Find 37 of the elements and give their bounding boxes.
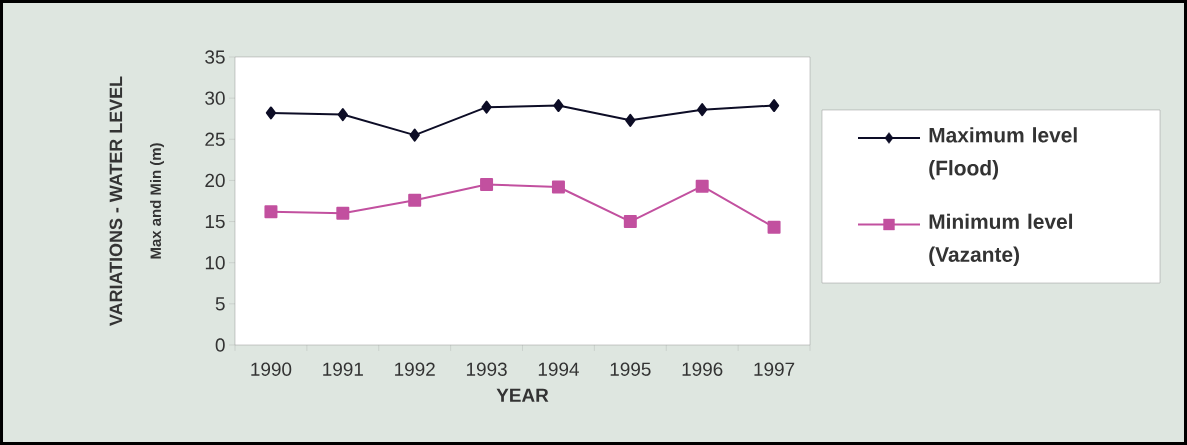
x-tick-label: 1996 — [682, 362, 723, 376]
y-tick-label: 20 — [205, 173, 225, 188]
point — [697, 103, 708, 117]
text: Max and Min (m) — [150, 143, 164, 259]
y-axis-title: VARIATIONS - WATER LEVEL — [109, 76, 123, 326]
x-tick-label: 1991 — [323, 362, 363, 376]
point — [695, 179, 709, 193]
point — [336, 206, 350, 220]
x-tick-label: 1993 — [466, 362, 507, 376]
point — [481, 100, 492, 114]
x-tick-label: 1990 — [251, 362, 292, 376]
legend-label: Minimum level (Vazante) — [929, 213, 1073, 267]
y-tick-label: 25 — [205, 132, 225, 146]
y-tick-label: 0 — [215, 338, 225, 352]
y-tick-label: 35 — [205, 50, 225, 64]
y-tick-label: 30 — [205, 91, 225, 105]
point — [625, 113, 636, 127]
point — [480, 178, 494, 192]
point — [623, 215, 637, 229]
point — [767, 220, 781, 234]
y-tick-label: 10 — [205, 256, 225, 270]
point — [264, 205, 278, 219]
x-tick-label: 1995 — [610, 362, 651, 376]
point — [553, 99, 564, 113]
point — [337, 108, 348, 122]
y-tick-label: 5 — [215, 297, 225, 311]
point — [768, 99, 780, 113]
point — [551, 180, 565, 194]
x-tick-label: 1994 — [538, 362, 579, 376]
y-tick-label: 15 — [205, 214, 225, 229]
x-tick-label: 1992 — [395, 362, 435, 376]
x-axis-title: YEAR — [496, 388, 549, 402]
legend-label: Maximum level (Flood) — [929, 127, 1077, 180]
point — [409, 128, 420, 142]
x-tick-label: 1997 — [754, 362, 795, 376]
point — [265, 106, 277, 120]
point — [408, 193, 422, 207]
